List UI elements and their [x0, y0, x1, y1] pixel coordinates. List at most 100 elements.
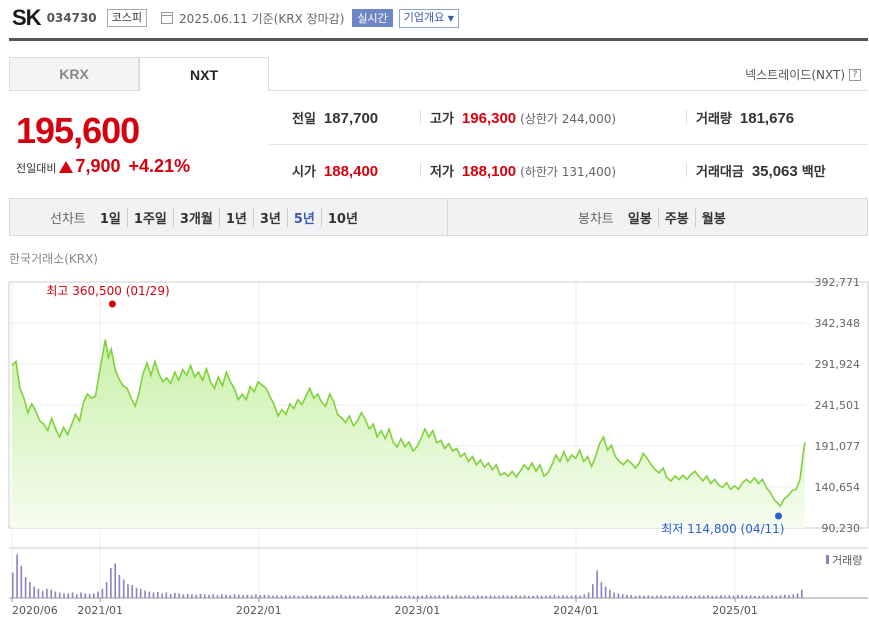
- volume-bar: [741, 595, 743, 598]
- period-1y[interactable]: 1년: [218, 207, 253, 227]
- volume-bar: [549, 595, 551, 598]
- volume-bar: [596, 570, 598, 598]
- volume-bar: [583, 594, 586, 598]
- min-label: 최저 114,800 (04/11): [661, 522, 784, 536]
- volume-bar: [425, 595, 428, 598]
- volume-bar: [673, 595, 675, 598]
- volume-bar: [434, 595, 436, 598]
- volume-bar: [267, 595, 270, 598]
- volume: 거래량 181,676: [696, 108, 794, 127]
- volume-bar: [502, 595, 505, 598]
- volume-legend-label: 거래량: [832, 554, 862, 567]
- volume-bar: [519, 595, 522, 598]
- prev-close: 전일 187,700: [292, 108, 378, 127]
- help-icon[interactable]: ?: [849, 68, 861, 81]
- volume-bar: [29, 581, 31, 598]
- company-info-dropdown[interactable]: 기업개요 ▼: [398, 8, 459, 28]
- x-tick-label: 2023/01: [395, 604, 441, 617]
- volume-bar: [80, 592, 82, 598]
- y-tick-label: 140,654: [815, 481, 861, 494]
- volume-bar: [638, 595, 641, 598]
- base-date: 2025.06.11 기준(KRX 장마감): [179, 11, 345, 26]
- volume-bar: [161, 593, 163, 598]
- volume-bar: [408, 595, 411, 598]
- volume-bar: [643, 595, 645, 598]
- volume-bar: [131, 585, 133, 598]
- volume-bar: [67, 593, 69, 598]
- volume-bar: [387, 595, 389, 598]
- candle-weekly[interactable]: 주봉: [657, 207, 695, 227]
- volume-bar: [545, 595, 547, 598]
- change-label: 전일대비: [16, 162, 57, 175]
- tab-krx[interactable]: KRX: [9, 57, 139, 91]
- stock-header: SK 034730 코스피 2025.06.11 기준(KRX 장마감) 실시간…: [12, 5, 459, 30]
- company-info-label: 기업개요: [403, 10, 445, 24]
- volume-bar: [225, 594, 227, 598]
- candle-monthly[interactable]: 월봉: [694, 207, 732, 227]
- volume-bar: [233, 594, 236, 598]
- chart-controls: 선차트 1일 1주일 3개월 1년 3년 5년 10년 봉차트 일봉 주봉 월봉: [9, 198, 868, 236]
- open-value: 188,400: [323, 163, 379, 180]
- volume-bar: [536, 595, 539, 598]
- volume-bar: [604, 586, 607, 598]
- volume-bar: [344, 595, 347, 598]
- min-point: [774, 512, 782, 520]
- period-3m[interactable]: 3개월: [172, 207, 219, 227]
- volume-bar: [664, 595, 667, 598]
- volume-bar: [84, 593, 87, 598]
- volume-bar: [400, 595, 402, 598]
- volume-bar: [93, 593, 95, 598]
- volume-bar: [139, 588, 142, 598]
- volume-bar: [570, 595, 573, 598]
- volume-bar: [749, 595, 752, 598]
- volume-bar: [758, 595, 760, 598]
- max-label: 최고 360,500 (01/29): [46, 284, 169, 298]
- volume-bar: [796, 593, 799, 598]
- realtime-button[interactable]: 실시간: [352, 9, 393, 27]
- high-price: 고가 196,300 (상한가 244,000): [430, 108, 616, 127]
- volume-bar: [110, 568, 112, 598]
- line-chart-periods: 선차트 1일 1주일 3개월 1년 3년 5년 10년: [10, 207, 447, 227]
- x-tick-label: 2025/01: [712, 604, 758, 617]
- nxt-link[interactable]: 넥스트레이드(NXT) ?: [745, 66, 861, 83]
- tab-nxt[interactable]: NXT: [139, 57, 269, 91]
- volume-bar: [20, 565, 23, 598]
- period-1w[interactable]: 1주일: [126, 207, 173, 227]
- x-tick-label: 2021/01: [77, 604, 123, 617]
- volume-bar: [374, 595, 377, 598]
- volume-bar: [592, 584, 594, 598]
- low-value: 188,100: [461, 163, 517, 180]
- volume-bar: [76, 594, 78, 598]
- candle-daily[interactable]: 일봉: [627, 211, 652, 227]
- volume-bar: [221, 594, 223, 598]
- period-10y[interactable]: 10년: [320, 207, 364, 227]
- volume-bar: [216, 595, 219, 598]
- low-label: 저가: [430, 165, 454, 180]
- volume-bar: [728, 595, 731, 598]
- volume-bar: [771, 595, 773, 598]
- volume-bar: [656, 595, 658, 598]
- volume-bar: [250, 595, 253, 598]
- volume-bar: [306, 595, 308, 598]
- volume-bar: [528, 595, 530, 598]
- volume-bar: [263, 594, 266, 598]
- volume-bar: [24, 577, 27, 598]
- volume-bar: [118, 575, 121, 598]
- volume-bar: [553, 594, 556, 598]
- volume-bar: [792, 594, 795, 598]
- volume-bar: [557, 595, 560, 598]
- period-3y[interactable]: 3년: [252, 207, 287, 227]
- volume-bar: [50, 589, 52, 598]
- volume-bar: [152, 592, 155, 598]
- prev-value: 187,700: [323, 110, 379, 127]
- volume-bar: [33, 586, 35, 598]
- volume-bar: [694, 595, 696, 598]
- volume-bar: [476, 595, 479, 598]
- volume-bar: [105, 581, 108, 598]
- price-change: 전일대비 7,900 +4.21%: [16, 156, 190, 177]
- line-chart-label: 선차트: [50, 211, 86, 227]
- period-1d[interactable]: 1일: [99, 211, 121, 227]
- period-5y[interactable]: 5년: [286, 207, 321, 227]
- volume-bar: [732, 595, 735, 598]
- volume-bar: [148, 591, 151, 598]
